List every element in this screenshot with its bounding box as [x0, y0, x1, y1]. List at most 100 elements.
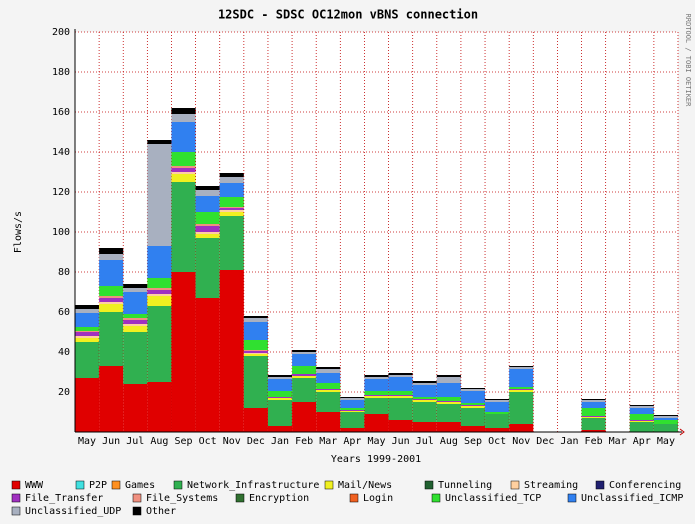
x-tick-label: Oct — [199, 436, 217, 447]
bar-segment — [147, 306, 172, 382]
bar-segment — [99, 312, 124, 366]
bar-segment — [123, 384, 148, 432]
bar-segment — [123, 292, 148, 314]
bar-segment — [412, 383, 437, 385]
bar-segment — [219, 270, 244, 432]
legend-swatch — [11, 506, 21, 516]
legend-label: Other — [146, 506, 176, 517]
legend-swatch — [75, 480, 85, 490]
x-tick-label: Dec — [536, 436, 554, 447]
bar-segment — [629, 414, 654, 420]
bar-segment — [99, 304, 124, 312]
bar-segment — [629, 408, 654, 414]
bar-segment — [195, 224, 220, 226]
y-tick-label: 60 — [58, 307, 70, 318]
bar-segment — [147, 382, 172, 432]
bar-segment — [629, 421, 654, 422]
bar-segment — [171, 122, 196, 152]
legend-swatch — [132, 493, 142, 503]
bar-segment — [364, 398, 389, 414]
side-note: RRDTOOL / TOBI OETIKER — [684, 14, 692, 108]
bar-segment — [99, 302, 124, 304]
legend-swatch — [424, 480, 434, 490]
bar-segment — [485, 412, 510, 414]
bar-segment — [75, 378, 100, 432]
legend-label: Unclassified_TCP — [445, 493, 541, 504]
legend-swatch — [595, 480, 605, 490]
bar-segment — [485, 399, 510, 400]
bar-segment — [340, 410, 365, 411]
bar-segment — [147, 288, 172, 290]
y-tick-label: 40 — [58, 347, 70, 358]
bar-segment — [75, 331, 100, 332]
x-tick-label: May — [657, 436, 675, 447]
bar-segment — [123, 326, 148, 332]
bar-segment — [485, 428, 510, 432]
bar-segment — [364, 414, 389, 432]
bar-segment — [364, 391, 389, 395]
bar-segment — [436, 377, 461, 383]
bar-segment — [123, 332, 148, 384]
bar-segment — [460, 391, 486, 403]
bar-segment — [316, 383, 341, 389]
x-tick-label: Mar — [609, 436, 627, 447]
legend-label: File_Systems — [146, 493, 218, 504]
y-tick-label: 180 — [52, 67, 70, 78]
bar-segment — [509, 387, 534, 389]
bar-segment — [243, 354, 268, 356]
bar-segment — [292, 402, 317, 432]
chart-title: 12SDC - SDSC OC12mon vBNS connection — [218, 8, 478, 22]
bar-segment — [436, 422, 461, 432]
bar-segment — [364, 396, 389, 398]
bar-segment — [75, 332, 100, 336]
bar-segment — [509, 392, 534, 424]
bar-segment — [340, 408, 365, 410]
bar-segment — [195, 226, 220, 232]
bar-segment — [485, 400, 510, 402]
bar-segment — [243, 408, 268, 432]
y-tick-label: 160 — [52, 107, 70, 118]
bar-segment — [99, 248, 124, 254]
legend-swatch — [324, 480, 334, 490]
bar-segment — [364, 379, 389, 391]
bar-segment — [99, 296, 124, 298]
bar-segment — [147, 296, 172, 306]
bar-segment — [147, 140, 172, 144]
bar-segment — [171, 166, 196, 168]
x-tick-label: Oct — [488, 436, 506, 447]
bar-segment — [243, 351, 268, 353]
y-tick-label: 200 — [52, 27, 70, 38]
bar-segment — [485, 414, 510, 428]
bar-segment — [340, 428, 365, 432]
bar-segment — [316, 373, 341, 383]
bar-segment — [219, 207, 244, 208]
legend-label: Unclassified_UDP — [25, 506, 121, 517]
bar-segment — [219, 216, 244, 270]
bar-segment — [243, 353, 268, 354]
bar-segment — [75, 342, 100, 378]
bar-segment — [460, 405, 486, 406]
x-tick-label: Jan — [271, 436, 289, 447]
legend-label: File_Transfer — [25, 493, 103, 504]
bar-segment — [147, 144, 172, 246]
bar-segment — [267, 397, 293, 398]
bar-segment — [316, 392, 341, 412]
bar-segment — [509, 389, 534, 390]
bar-segment — [460, 403, 486, 405]
x-tick-label: Jun — [102, 436, 120, 447]
bar-segment — [292, 352, 317, 354]
bar-segment — [292, 374, 317, 376]
bar-segment — [629, 422, 654, 432]
bar-segment — [653, 418, 678, 420]
y-tick-label: 100 — [52, 227, 70, 238]
bar-segment — [123, 320, 148, 324]
x-tick-label: Sep — [464, 436, 482, 447]
bar-segment — [267, 400, 293, 426]
bar-segment — [653, 424, 678, 432]
bar-segment — [460, 408, 486, 426]
bar-segment — [581, 416, 606, 417]
legend-label: WWW — [25, 480, 44, 491]
x-tick-label: Sep — [175, 436, 193, 447]
y-tick-label: 80 — [58, 267, 70, 278]
bar-segment — [195, 298, 220, 432]
